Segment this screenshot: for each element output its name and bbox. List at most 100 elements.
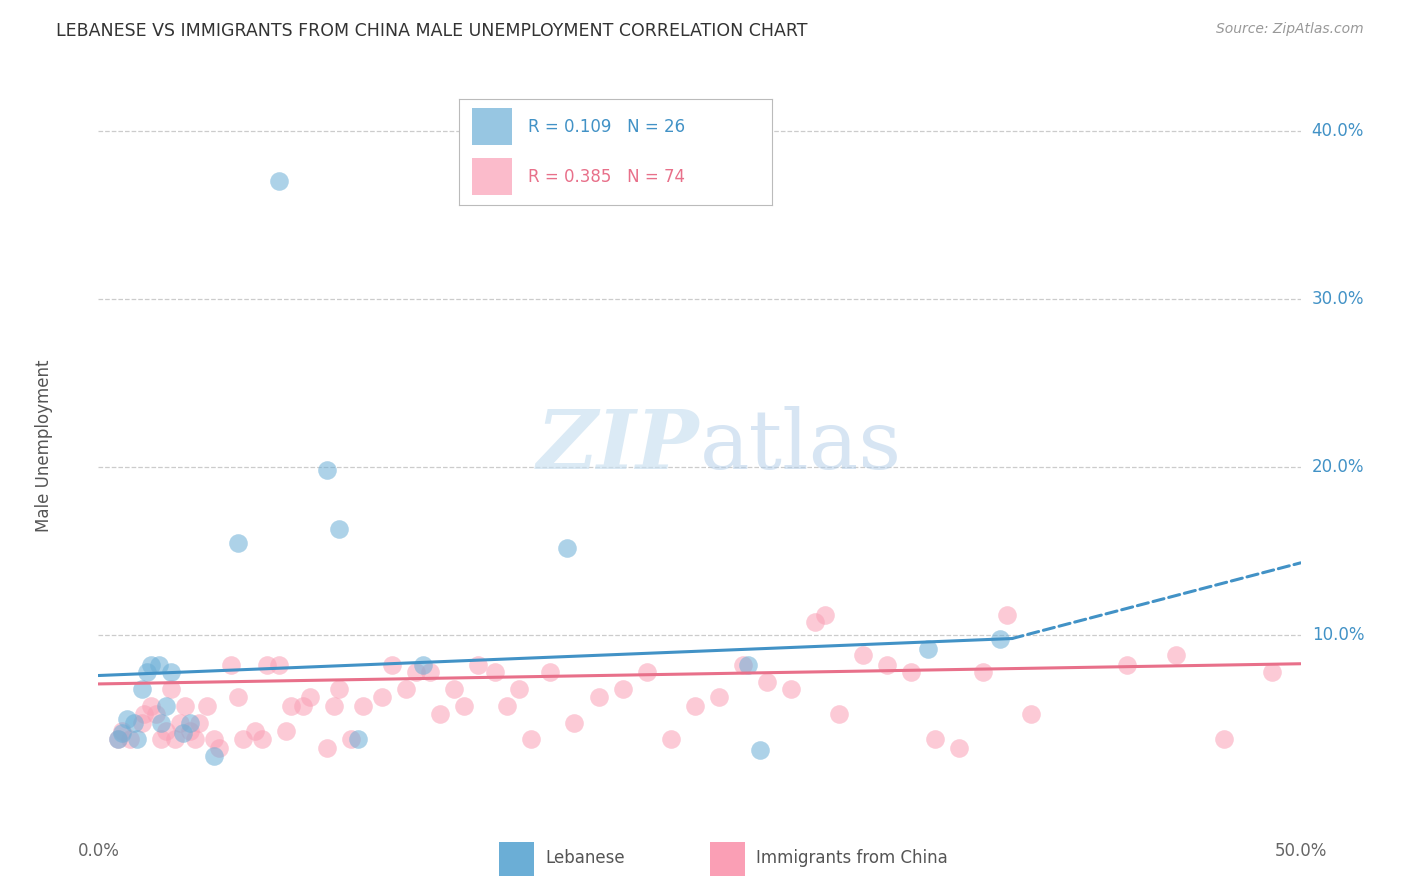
Point — [226, 690, 249, 705]
Point — [748, 742, 770, 756]
Point — [131, 715, 153, 730]
Text: 50.0%: 50.0% — [1274, 842, 1327, 860]
Point — [371, 690, 394, 705]
Point — [267, 174, 290, 188]
Point — [564, 715, 586, 730]
Point — [118, 732, 141, 747]
Point — [1212, 732, 1234, 747]
Point — [484, 665, 506, 680]
Point — [412, 658, 434, 673]
Point — [813, 607, 835, 622]
Point — [453, 698, 475, 713]
Point — [1164, 648, 1187, 663]
Point — [131, 681, 153, 696]
Text: Source: ZipAtlas.com: Source: ZipAtlas.com — [1216, 22, 1364, 37]
Point — [125, 732, 148, 747]
Point — [298, 690, 321, 705]
Text: LEBANESE VS IMMIGRANTS FROM CHINA MALE UNEMPLOYMENT CORRELATION CHART: LEBANESE VS IMMIGRANTS FROM CHINA MALE U… — [56, 22, 807, 40]
Point — [188, 715, 211, 730]
Point — [328, 522, 350, 536]
Text: Male Unemployment: Male Unemployment — [35, 359, 53, 533]
Point — [141, 698, 163, 713]
Point — [988, 632, 1011, 646]
Point — [588, 690, 610, 705]
Text: 10.0%: 10.0% — [1312, 626, 1364, 644]
Point — [381, 658, 404, 673]
Point — [124, 715, 146, 730]
Point — [508, 681, 530, 696]
Point — [924, 732, 946, 747]
Text: 30.0%: 30.0% — [1312, 290, 1364, 308]
Point — [1260, 665, 1282, 680]
Point — [555, 541, 578, 555]
Point — [1116, 658, 1139, 673]
Point — [291, 698, 314, 713]
Point — [165, 732, 187, 747]
Point — [169, 715, 191, 730]
Point — [779, 681, 801, 696]
Point — [274, 724, 297, 739]
Point — [183, 732, 205, 747]
Point — [347, 732, 370, 747]
Point — [174, 698, 197, 713]
Point — [659, 732, 682, 747]
Point — [731, 658, 754, 673]
Point — [315, 463, 337, 477]
Point — [117, 712, 139, 726]
Point — [852, 648, 875, 663]
Point — [429, 707, 451, 722]
Point — [256, 658, 278, 673]
Point — [443, 681, 465, 696]
Point — [917, 641, 939, 656]
Point — [948, 740, 970, 755]
Point — [267, 658, 290, 673]
Point — [202, 732, 225, 747]
Point — [538, 665, 561, 680]
Text: 40.0%: 40.0% — [1312, 121, 1364, 140]
Point — [135, 665, 157, 680]
Point — [172, 725, 194, 739]
Point — [179, 724, 201, 739]
Point — [149, 732, 172, 747]
Point — [636, 665, 658, 680]
Text: ZIP: ZIP — [537, 406, 699, 486]
Point — [737, 658, 759, 673]
Point — [405, 665, 427, 680]
Point — [226, 535, 249, 549]
Point — [755, 675, 778, 690]
Point — [1019, 707, 1042, 722]
Point — [280, 698, 302, 713]
Point — [111, 724, 134, 739]
Point — [243, 724, 266, 739]
Point — [419, 665, 441, 680]
Point — [683, 698, 706, 713]
Point — [232, 732, 254, 747]
Point — [328, 681, 350, 696]
Point — [496, 698, 519, 713]
Point — [828, 707, 851, 722]
FancyBboxPatch shape — [471, 158, 512, 195]
Point — [804, 615, 827, 629]
Point — [250, 732, 273, 747]
Point — [155, 724, 177, 739]
Text: Immigrants from China: Immigrants from China — [756, 849, 948, 867]
Text: 0.0%: 0.0% — [77, 842, 120, 860]
Point — [219, 658, 242, 673]
Point — [340, 732, 363, 747]
Point — [159, 665, 181, 680]
Point — [107, 732, 129, 747]
Point — [876, 658, 898, 673]
Point — [195, 698, 218, 713]
Point — [111, 725, 134, 739]
Point — [395, 681, 418, 696]
Point — [467, 658, 489, 673]
Point — [995, 607, 1018, 622]
Point — [148, 658, 170, 673]
Point — [132, 707, 155, 722]
Point — [520, 732, 543, 747]
Text: 20.0%: 20.0% — [1312, 458, 1364, 476]
Point — [323, 698, 346, 713]
Point — [707, 690, 730, 705]
Text: Lebanese: Lebanese — [546, 849, 626, 867]
Point — [145, 707, 167, 722]
